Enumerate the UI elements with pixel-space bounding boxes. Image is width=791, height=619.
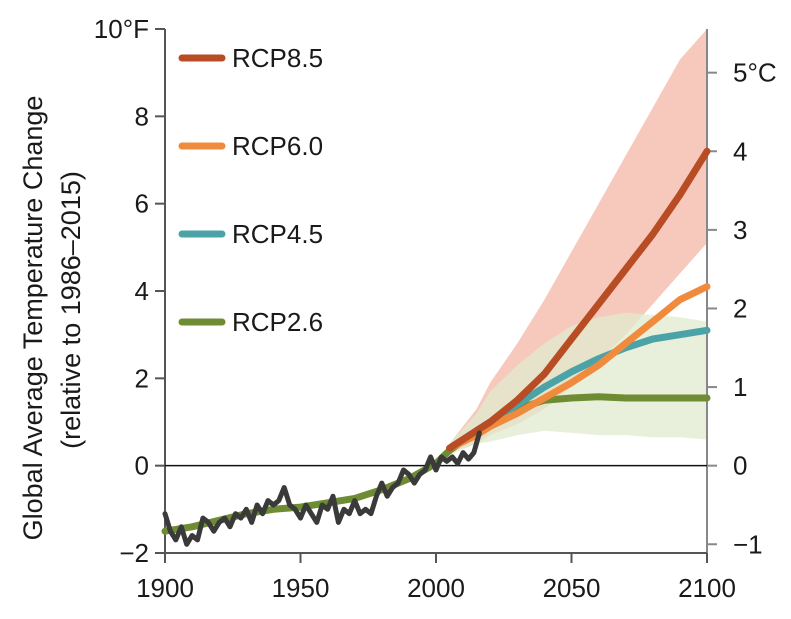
series-line-rcp60: [446, 283, 711, 452]
y-left-tick-label: 8: [135, 101, 149, 131]
y-axis-label: Global Average Temperature Change: [18, 96, 48, 541]
y-right-tick-label: 2: [733, 293, 747, 323]
legend-label-rcp85: RCP8.5: [232, 43, 323, 73]
y-left-tick-label: 10°F: [94, 14, 149, 44]
y-left-tick-label: 2: [135, 363, 149, 393]
y-left-tick-label: −2: [119, 538, 149, 568]
y-left-tick-label: 0: [135, 451, 149, 481]
y-right-tick-label: 4: [733, 136, 747, 166]
axes: −2 0 2 4 6 8 10°F −1 0 1 2 3 4 5°C 1900 1950 2000 2050 210…: [94, 14, 777, 603]
series-line-observed: [162, 430, 482, 547]
x-tick-label: 1950: [272, 573, 330, 603]
x-tick-label: 1900: [136, 573, 194, 603]
x-tick-label: 2050: [543, 573, 601, 603]
series-line-rcp85: [446, 147, 711, 452]
y-left-tick-label: 4: [135, 276, 149, 306]
uncertainty-bands: [449, 29, 707, 455]
y-right-tick-label: 3: [733, 215, 747, 245]
y-right-tick-label: 0: [733, 451, 747, 481]
legend-label-rcp60: RCP6.0: [232, 131, 323, 161]
y-right-tick-label: −1: [733, 529, 763, 559]
legend-label-rcp45: RCP4.5: [232, 219, 323, 249]
x-tick-label: 2000: [407, 573, 465, 603]
legend: RCP8.5 RCP6.0 RCP4.5 RCP2.6: [178, 43, 323, 337]
band-rcp26: [449, 312, 707, 455]
series-lines: [161, 147, 711, 547]
y-right-tick-label: 1: [733, 372, 747, 402]
band-rcp85: [449, 29, 707, 453]
y-right-tick-label: 5°C: [733, 58, 777, 88]
y-left-tick-label: 6: [135, 189, 149, 219]
y-axis-label-group: Global Average Temperature Change (relat…: [18, 96, 86, 541]
legend-label-rcp26: RCP2.6: [232, 307, 323, 337]
y-axis-sublabel: (relative to 1986–2015): [56, 171, 86, 449]
x-tick-label: 2100: [678, 573, 736, 603]
